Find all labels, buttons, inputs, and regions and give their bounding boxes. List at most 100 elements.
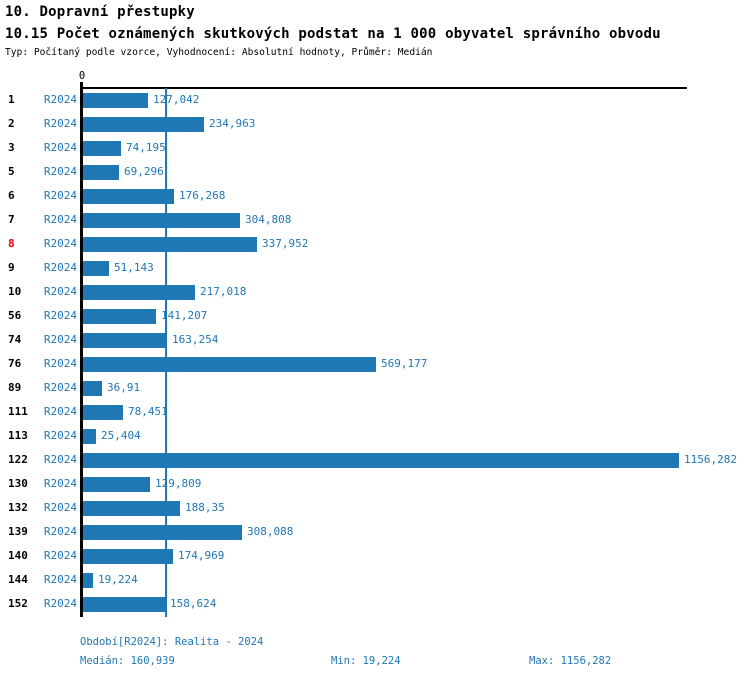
value-label: 569,177 bbox=[381, 357, 428, 370]
chart-row: 6 R2024 176,268 bbox=[0, 184, 750, 208]
bar[interactable] bbox=[83, 525, 242, 540]
min-stat: Min: 19,224 bbox=[331, 655, 401, 667]
series-label: R2024 bbox=[43, 117, 77, 130]
category-label: 7 bbox=[8, 213, 15, 226]
category-label: 3 bbox=[8, 141, 15, 154]
zero-tick-label: 0 bbox=[78, 70, 86, 82]
category-label: 76 bbox=[8, 357, 22, 370]
value-label: 188,35 bbox=[185, 501, 225, 514]
bar[interactable] bbox=[83, 549, 173, 564]
bar[interactable] bbox=[83, 477, 150, 492]
bar[interactable] bbox=[83, 141, 121, 156]
period-label: Období[R2024]: Realita - 2024 bbox=[80, 636, 264, 648]
bar[interactable] bbox=[83, 405, 123, 420]
chart-meta: Typ: Počítaný podle vzorce, Vyhodnocení:… bbox=[5, 47, 433, 58]
category-label: 139 bbox=[8, 525, 28, 538]
series-label: R2024 bbox=[43, 309, 77, 322]
chart-row: 152 R2024 158,624 bbox=[0, 592, 750, 616]
bar[interactable] bbox=[83, 429, 96, 444]
series-label: R2024 bbox=[43, 429, 77, 442]
value-label: 51,143 bbox=[114, 261, 154, 274]
category-label: 144 bbox=[8, 573, 28, 586]
series-label: R2024 bbox=[43, 237, 77, 250]
chart-title: 10. Dopravní přestupky bbox=[5, 4, 195, 20]
x-axis-line bbox=[80, 87, 687, 89]
chart-row: 1 R2024 127,042 bbox=[0, 88, 750, 112]
value-label: 1156,282 bbox=[684, 453, 737, 466]
series-label: R2024 bbox=[43, 525, 77, 538]
bar[interactable] bbox=[83, 309, 156, 324]
y-axis-line bbox=[80, 82, 83, 617]
chart-row: 132 R2024 188,35 bbox=[0, 496, 750, 520]
bar[interactable] bbox=[83, 573, 93, 588]
value-label: 337,952 bbox=[262, 237, 309, 250]
bar[interactable] bbox=[83, 501, 180, 516]
series-label: R2024 bbox=[43, 477, 77, 490]
median-stat: Medián: 160,939 bbox=[80, 655, 175, 667]
series-label: R2024 bbox=[43, 141, 77, 154]
category-label: 113 bbox=[8, 429, 28, 442]
series-label: R2024 bbox=[43, 189, 77, 202]
value-label: 304,808 bbox=[245, 213, 292, 226]
chart-row: 8 R2024 337,952 bbox=[0, 232, 750, 256]
chart-row: 130 R2024 129,809 bbox=[0, 472, 750, 496]
bar[interactable] bbox=[83, 165, 119, 180]
chart-row: 9 R2024 51,143 bbox=[0, 256, 750, 280]
series-label: R2024 bbox=[43, 261, 77, 274]
chart-subtitle: 10.15 Počet oznámených skutkových podsta… bbox=[5, 26, 661, 42]
series-label: R2024 bbox=[43, 381, 77, 394]
bar[interactable] bbox=[83, 285, 195, 300]
chart-row: 89 R2024 36,91 bbox=[0, 376, 750, 400]
series-label: R2024 bbox=[43, 597, 77, 610]
category-label: 6 bbox=[8, 189, 15, 202]
chart-row: 122 R2024 1156,282 bbox=[0, 448, 750, 472]
value-label: 25,404 bbox=[101, 429, 141, 442]
series-label: R2024 bbox=[43, 165, 77, 178]
category-label: 56 bbox=[8, 309, 22, 322]
value-label: 74,195 bbox=[126, 141, 166, 154]
series-label: R2024 bbox=[43, 573, 77, 586]
value-label: 158,624 bbox=[170, 597, 217, 610]
category-label: 9 bbox=[8, 261, 15, 274]
value-label: 308,088 bbox=[247, 525, 294, 538]
chart-row: 139 R2024 308,088 bbox=[0, 520, 750, 544]
value-label: 174,969 bbox=[178, 549, 225, 562]
chart-row: 140 R2024 174,969 bbox=[0, 544, 750, 568]
series-label: R2024 bbox=[43, 549, 77, 562]
bar[interactable] bbox=[83, 261, 109, 276]
value-label: 176,268 bbox=[179, 189, 226, 202]
value-label: 234,963 bbox=[209, 117, 256, 130]
bar[interactable] bbox=[83, 381, 102, 396]
category-label: 130 bbox=[8, 477, 28, 490]
bar[interactable] bbox=[83, 357, 376, 372]
series-label: R2024 bbox=[43, 333, 77, 346]
bar[interactable] bbox=[83, 237, 257, 252]
category-label: 8 bbox=[8, 237, 15, 250]
chart-row: 113 R2024 25,404 bbox=[0, 424, 750, 448]
series-label: R2024 bbox=[43, 213, 77, 226]
series-label: R2024 bbox=[43, 285, 77, 298]
chart-row: 56 R2024 141,207 bbox=[0, 304, 750, 328]
category-label: 5 bbox=[8, 165, 15, 178]
bar[interactable] bbox=[83, 333, 167, 348]
category-label: 140 bbox=[8, 549, 28, 562]
bar[interactable] bbox=[83, 597, 165, 612]
bar[interactable] bbox=[83, 189, 174, 204]
category-label: 122 bbox=[8, 453, 28, 466]
value-label: 217,018 bbox=[200, 285, 247, 298]
chart-row: 10 R2024 217,018 bbox=[0, 280, 750, 304]
bar[interactable] bbox=[83, 453, 679, 468]
bar[interactable] bbox=[83, 93, 148, 108]
series-label: R2024 bbox=[43, 93, 77, 106]
value-label: 36,91 bbox=[107, 381, 141, 394]
value-label: 127,042 bbox=[153, 93, 200, 106]
value-label: 163,254 bbox=[172, 333, 219, 346]
chart-row: 3 R2024 74,195 bbox=[0, 136, 750, 160]
bar[interactable] bbox=[83, 213, 240, 228]
max-stat: Max: 1156,282 bbox=[529, 655, 612, 667]
category-label: 2 bbox=[8, 117, 15, 130]
bar[interactable] bbox=[83, 117, 204, 132]
category-label: 152 bbox=[8, 597, 28, 610]
series-label: R2024 bbox=[43, 501, 77, 514]
